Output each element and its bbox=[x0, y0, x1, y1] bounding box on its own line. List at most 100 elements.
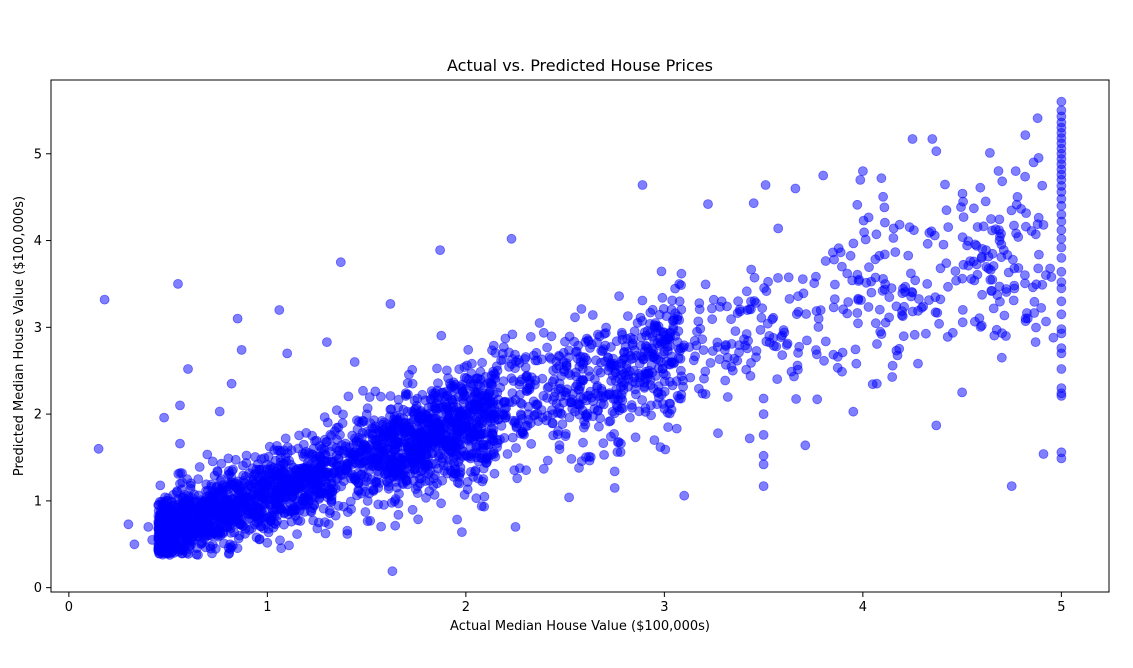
data-point bbox=[935, 263, 946, 274]
data-point bbox=[441, 365, 452, 376]
data-point bbox=[574, 462, 584, 473]
data-point bbox=[250, 507, 261, 518]
data-point bbox=[230, 504, 241, 515]
data-point bbox=[379, 428, 390, 439]
data-point bbox=[572, 379, 582, 390]
data-point bbox=[957, 273, 968, 284]
data-point bbox=[838, 304, 849, 315]
data-point bbox=[758, 481, 769, 492]
data-point bbox=[694, 304, 705, 315]
data-point bbox=[1056, 296, 1067, 307]
data-point bbox=[319, 412, 330, 423]
data-point bbox=[742, 305, 753, 316]
data-point bbox=[957, 188, 968, 199]
data-point bbox=[924, 295, 934, 306]
data-point bbox=[903, 250, 914, 261]
data-point bbox=[496, 355, 507, 366]
data-point bbox=[853, 318, 863, 329]
y-tick-label: 3 bbox=[34, 321, 42, 336]
data-point bbox=[525, 331, 536, 342]
data-point bbox=[739, 334, 749, 345]
data-point bbox=[703, 199, 713, 210]
data-point bbox=[871, 378, 882, 389]
data-point bbox=[554, 351, 565, 362]
data-point bbox=[283, 509, 294, 520]
data-point bbox=[596, 357, 606, 368]
data-point bbox=[147, 535, 158, 545]
data-point bbox=[645, 380, 656, 390]
data-point bbox=[609, 482, 620, 493]
data-point bbox=[452, 514, 463, 525]
data-point bbox=[977, 289, 987, 300]
data-point bbox=[784, 293, 795, 304]
data-point bbox=[187, 492, 198, 503]
data-point bbox=[874, 304, 885, 315]
data-point bbox=[507, 432, 518, 443]
data-point bbox=[1008, 254, 1018, 265]
data-point bbox=[238, 470, 249, 481]
data-point bbox=[655, 442, 666, 453]
data-point bbox=[417, 408, 428, 419]
data-point bbox=[791, 309, 802, 320]
data-point bbox=[887, 372, 898, 382]
data-point bbox=[489, 468, 500, 479]
data-point bbox=[698, 345, 709, 356]
data-point bbox=[478, 474, 489, 484]
data-point bbox=[352, 424, 363, 435]
data-point bbox=[663, 422, 673, 433]
data-point bbox=[600, 328, 611, 338]
data-point bbox=[649, 336, 660, 346]
data-point bbox=[383, 483, 394, 494]
data-point bbox=[653, 363, 664, 374]
data-point bbox=[161, 495, 172, 506]
data-point bbox=[757, 303, 768, 314]
data-point bbox=[495, 382, 506, 393]
data-point bbox=[1029, 308, 1040, 318]
data-point bbox=[475, 432, 486, 443]
data-point bbox=[256, 477, 267, 488]
data-point bbox=[312, 523, 323, 534]
data-point bbox=[389, 496, 400, 507]
data-point bbox=[1056, 324, 1067, 335]
data-point bbox=[320, 528, 331, 539]
data-point bbox=[935, 294, 946, 305]
data-point bbox=[581, 391, 592, 401]
data-point bbox=[182, 535, 193, 546]
data-point bbox=[471, 404, 481, 415]
data-point bbox=[216, 517, 226, 528]
data-point bbox=[309, 436, 320, 446]
data-point bbox=[626, 400, 637, 410]
data-point bbox=[304, 495, 315, 506]
x-tick-label: 3 bbox=[660, 600, 668, 615]
data-point bbox=[480, 371, 491, 382]
data-point bbox=[520, 362, 531, 373]
data-point bbox=[751, 297, 761, 308]
data-point bbox=[666, 404, 677, 415]
data-point bbox=[941, 205, 952, 216]
data-point bbox=[504, 361, 515, 372]
data-point bbox=[830, 279, 840, 290]
data-point bbox=[863, 302, 874, 312]
data-point bbox=[1046, 272, 1057, 282]
data-point bbox=[421, 492, 431, 503]
data-point bbox=[232, 313, 243, 324]
data-point bbox=[637, 180, 648, 190]
data-point bbox=[744, 433, 755, 444]
y-tick-label: 2 bbox=[34, 408, 42, 423]
data-point bbox=[617, 334, 628, 345]
data-point bbox=[1028, 157, 1039, 168]
data-point bbox=[216, 458, 227, 469]
data-point bbox=[583, 365, 594, 376]
data-point bbox=[496, 420, 507, 431]
data-point bbox=[887, 360, 898, 371]
data-point bbox=[429, 393, 440, 403]
data-point bbox=[548, 430, 559, 441]
data-point bbox=[741, 286, 752, 297]
data-point bbox=[190, 528, 201, 539]
data-point bbox=[603, 352, 613, 363]
data-point bbox=[938, 239, 949, 250]
data-point bbox=[700, 279, 711, 290]
y-tick-label: 1 bbox=[34, 494, 42, 509]
x-axis-label: Actual Median House Value ($100,000s) bbox=[450, 619, 710, 634]
data-point bbox=[679, 490, 690, 501]
